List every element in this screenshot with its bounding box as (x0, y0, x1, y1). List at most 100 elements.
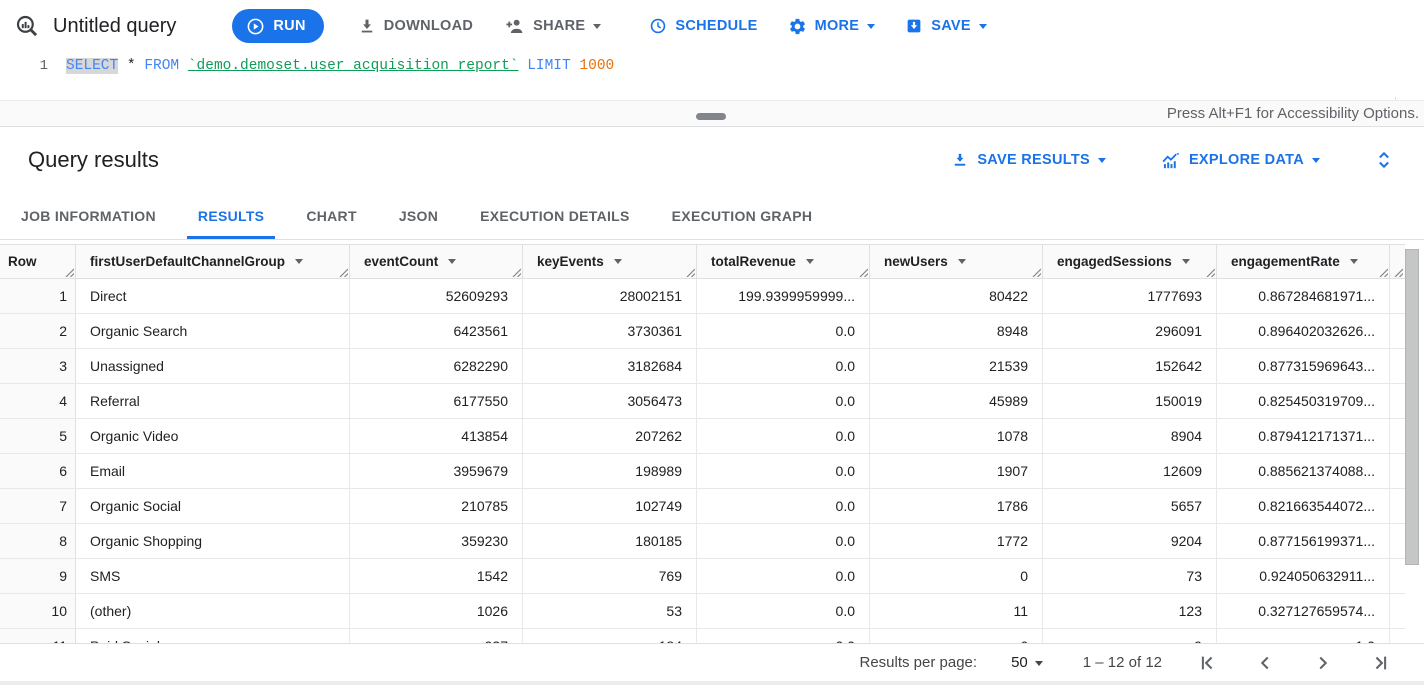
collapse-results-button[interactable] (1374, 149, 1394, 171)
chevron-down-icon (1097, 157, 1106, 163)
cell-totalRevenue: 0.0 (697, 524, 870, 558)
cell-firstUserDefaultChannelGroup: Email (76, 454, 350, 488)
cell-eventCount: 6177550 (350, 384, 523, 418)
sort-caret-icon[interactable] (1349, 259, 1358, 264)
sql-editor[interactable]: 1 SELECT * FROM `demo.demoset.user_acqui… (0, 52, 1424, 153)
results-tabs: JOB INFORMATION RESULTS CHART JSON EXECUTION… (0, 192, 1424, 240)
cell-totalRevenue: 0.0 (697, 489, 870, 523)
tab-chart[interactable]: CHART (306, 207, 357, 224)
more-label: MORE (814, 18, 860, 34)
cell-engagedSessions: 123 (1043, 594, 1217, 628)
column-label: Row (8, 254, 37, 269)
tab-results[interactable]: RESULTS (177, 192, 285, 239)
table-vertical-scrollbar[interactable] (1405, 249, 1419, 565)
tab-execution-graph[interactable]: EXECUTION GRAPH (671, 207, 813, 224)
cell-firstUserDefaultChannelGroup: Unassigned (76, 349, 350, 383)
column-label: engagementRate (1231, 254, 1340, 269)
cell-engagedSessions: 73 (1043, 559, 1217, 593)
schedule-button[interactable]: SCHEDULE (649, 17, 757, 35)
page-size-select[interactable]: 50 (1011, 654, 1043, 671)
person-add-icon (506, 19, 523, 33)
cell-newUsers: 21539 (870, 349, 1043, 383)
tab-json[interactable]: JSON (398, 207, 439, 224)
splitter-drag-handle[interactable] (696, 113, 726, 120)
column-header-totalrevenue[interactable]: totalRevenue (697, 245, 870, 278)
column-resize-icon[interactable] (512, 268, 521, 277)
column-resize-icon[interactable] (1206, 268, 1215, 277)
column-resize-icon[interactable] (859, 268, 868, 277)
column-header-engagementrate[interactable]: engagementRate (1217, 245, 1390, 278)
more-button[interactable]: MORE (788, 17, 876, 36)
sort-caret-icon[interactable] (1181, 259, 1190, 264)
results-per-page-label: Results per page: (859, 654, 978, 671)
column-header-keyevents[interactable]: keyEvents (523, 245, 697, 278)
cell-totalRevenue: 0.0 (697, 384, 870, 418)
sql-token: SELECT (66, 58, 119, 74)
row-number-cell: 3 (0, 349, 76, 383)
column-header-firstuserdefaultchannelgroup[interactable]: firstUserDefaultChannelGroup (76, 245, 350, 278)
cell-newUsers: 1772 (870, 524, 1043, 558)
column-resize-icon[interactable] (686, 268, 695, 277)
download-button[interactable]: DOWNLOAD (358, 17, 473, 35)
save-results-button[interactable]: SAVE RESULTS (951, 151, 1106, 169)
cell-newUsers: 1907 (870, 454, 1043, 488)
cell-keyEvents: 3182684 (523, 349, 697, 383)
cell-totalRevenue: 0.0 (697, 419, 870, 453)
cell-totalRevenue: 199.9399959999... (697, 279, 870, 313)
column-resize-icon[interactable] (65, 268, 74, 277)
sort-caret-icon[interactable] (448, 259, 457, 264)
save-button[interactable]: SAVE (905, 17, 987, 35)
cell-eventCount: 359230 (350, 524, 523, 558)
cell-newUsers: 45989 (870, 384, 1043, 418)
cell-firstUserDefaultChannelGroup: Organic Search (76, 314, 350, 348)
cell-firstUserDefaultChannelGroup: Referral (76, 384, 350, 418)
schedule-label: SCHEDULE (675, 18, 758, 34)
first-page-button[interactable] (1194, 650, 1220, 676)
horizontal-scrollbar-track[interactable] (0, 681, 1424, 685)
row-number-cell: 5 (0, 419, 76, 453)
column-resize-icon[interactable] (339, 268, 348, 277)
table-row: 6 Email 3959679 198989 0.0 1907 12609 0.8856213… (0, 454, 1405, 489)
tab-execution-details[interactable]: EXECUTION DETAILS (480, 207, 630, 224)
cell-engagedSessions: 8904 (1043, 419, 1217, 453)
sql-token: LIMIT (527, 58, 571, 74)
table-row: 7 Organic Social 210785 102749 0.0 1786 5657 0.… (0, 489, 1405, 524)
prev-page-button[interactable] (1252, 650, 1278, 676)
sql-token: * (118, 58, 145, 74)
share-button[interactable]: SHARE (505, 17, 602, 35)
column-resize-icon[interactable] (1379, 268, 1388, 277)
column-resize-icon[interactable] (1394, 268, 1403, 277)
row-number-cell: 9 (0, 559, 76, 593)
column-header-row[interactable]: Row (0, 245, 76, 278)
column-header-engagedsessions[interactable]: engagedSessions (1043, 245, 1217, 278)
sort-caret-icon[interactable] (805, 259, 814, 264)
table-row: 9 SMS 1542 769 0.0 0 73 0.924050632911... (0, 559, 1405, 594)
tab-job-information[interactable]: JOB INFORMATION (21, 207, 156, 224)
sort-caret-icon[interactable] (295, 259, 304, 264)
accessibility-hint: Press Alt+F1 for Accessibility Options. (1166, 105, 1419, 122)
chevron-left-icon (1260, 656, 1269, 669)
last-page-button[interactable] (1368, 650, 1394, 676)
cell-eventCount: 1542 (350, 559, 523, 593)
next-page-button[interactable] (1310, 650, 1336, 676)
chart-icon (1162, 152, 1180, 168)
cell-newUsers: 1078 (870, 419, 1043, 453)
cell-engagedSessions: 296091 (1043, 314, 1217, 348)
sort-caret-icon[interactable] (613, 259, 622, 264)
column-header-eventcount[interactable]: eventCount (350, 245, 523, 278)
cell-totalRevenue: 0.0 (697, 454, 870, 488)
run-button[interactable]: RUN (232, 9, 324, 43)
explore-data-button[interactable]: EXPLORE DATA (1160, 151, 1320, 169)
row-number-cell: 10 (0, 594, 76, 628)
chevron-down-icon (1312, 157, 1320, 163)
column-resize-icon[interactable] (1032, 268, 1041, 277)
run-label: RUN (273, 18, 306, 34)
cell-engagementRate: 0.877315969643... (1217, 349, 1390, 383)
row-number-cell: 1 (0, 279, 76, 313)
column-header-newusers[interactable]: newUsers (870, 245, 1043, 278)
sort-caret-icon[interactable] (957, 259, 966, 264)
cell-engagementRate: 0.879412171371... (1217, 419, 1390, 453)
query-toolbar: Untitled query RUN DOWNLOAD SHARE SCHEDU… (0, 0, 1424, 52)
table-row: 10 (other) 1026 53 0.0 11 123 0.327127659574... (0, 594, 1405, 629)
page-title: Untitled query (53, 14, 177, 37)
